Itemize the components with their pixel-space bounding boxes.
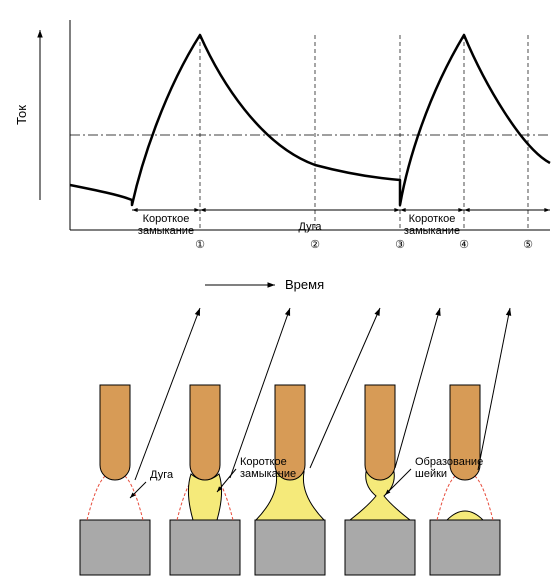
phase-marker: ③ bbox=[395, 239, 405, 251]
base-metal bbox=[345, 520, 415, 575]
phase-marker: ① bbox=[195, 239, 205, 251]
diagram-root: ① ② ③ ④ ⑤ Короткоезамыкание Дуга Короткоезамыка… bbox=[0, 0, 558, 588]
electrode bbox=[100, 385, 130, 480]
phase-marker: ⑤ bbox=[523, 239, 533, 251]
base-metal bbox=[255, 520, 325, 575]
droplet bbox=[188, 474, 221, 520]
electrode bbox=[190, 385, 220, 480]
phase-marker: ② bbox=[310, 239, 320, 251]
region-label: Короткоезамыкание bbox=[404, 213, 460, 237]
phase-marker: ④ bbox=[459, 239, 469, 251]
base-metal bbox=[170, 520, 240, 575]
base-metal bbox=[80, 520, 150, 575]
electrode bbox=[365, 385, 395, 480]
base-metal bbox=[430, 520, 500, 575]
stage-label: Дуга bbox=[150, 469, 174, 481]
y-label: Ток bbox=[14, 105, 29, 125]
region-label: Короткоезамыкание bbox=[138, 213, 194, 237]
region-label: Дуга bbox=[298, 221, 322, 233]
x-label: Время bbox=[285, 277, 324, 292]
